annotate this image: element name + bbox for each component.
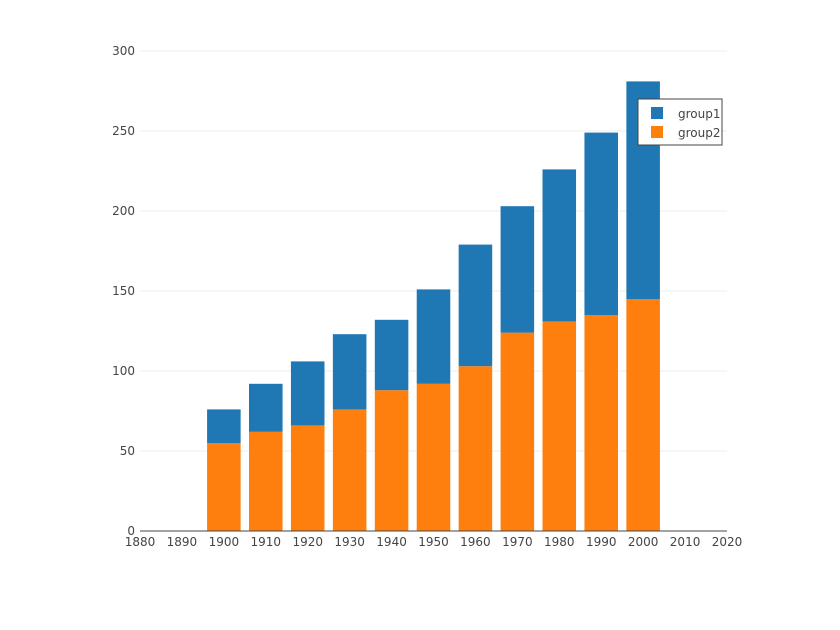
x-axis-ticks: 1880 1890 1900 1910 1920 1930 1940 1950 1960 1970… (125, 535, 743, 549)
y-tick-label: 300 (112, 44, 135, 58)
bar-group1-1930[interactable] (332, 334, 367, 410)
bar-group2-1920[interactable] (290, 425, 325, 531)
y-tick-label: 50 (120, 444, 135, 458)
x-tick-label: 1960 (460, 535, 491, 549)
legend-label-group1[interactable]: group1 (678, 107, 721, 121)
bar-group2-1940[interactable] (374, 390, 409, 531)
x-tick-label: 1930 (334, 535, 365, 549)
bar-group2-1950[interactable] (416, 383, 451, 531)
bar-group2-1960[interactable] (458, 366, 493, 531)
y-tick-label: 100 (112, 364, 135, 378)
x-tick-label: 2010 (670, 535, 701, 549)
x-tick-label: 2020 (712, 535, 743, 549)
bars (207, 81, 660, 531)
legend[interactable]: group1 group2 (637, 98, 723, 146)
y-tick-label: 0 (127, 524, 135, 538)
x-tick-label: 1900 (209, 535, 240, 549)
x-tick-label: 1880 (125, 535, 156, 549)
bar-group1-1910[interactable] (249, 383, 283, 432)
x-tick-label: 1940 (376, 535, 407, 549)
bar-group2-1930[interactable] (332, 409, 367, 531)
x-tick-label: 1990 (586, 535, 617, 549)
bar-group1-1960[interactable] (458, 244, 493, 367)
x-tick-label: 1890 (167, 535, 198, 549)
y-tick-label: 200 (112, 204, 135, 218)
x-tick-label: 1910 (251, 535, 282, 549)
bar-group1-1920[interactable] (290, 361, 325, 426)
x-tick-label: 1970 (502, 535, 533, 549)
bar-group2-1900[interactable] (207, 443, 241, 531)
legend-label-group2[interactable]: group2 (678, 126, 721, 140)
bar-group1-1980[interactable] (542, 169, 577, 322)
y-axis-ticks: 0 50 100 150 200 250 300 (112, 44, 135, 538)
bar-group2-2000[interactable] (626, 299, 660, 531)
bar-group1-1950[interactable] (416, 289, 451, 384)
bar-group1-1940[interactable] (374, 319, 409, 391)
y-tick-label: 150 (112, 284, 135, 298)
bar-group1-1970[interactable] (500, 206, 535, 333)
bar-group2-1910[interactable] (249, 431, 283, 531)
bar-group1-1990[interactable] (584, 132, 618, 315)
bar-group2-1970[interactable] (500, 332, 535, 531)
x-tick-label: 2000 (628, 535, 659, 549)
legend-swatch-group2 (651, 126, 663, 138)
x-tick-label: 1950 (418, 535, 449, 549)
x-tick-label: 1920 (292, 535, 323, 549)
legend-swatch-group1 (651, 107, 663, 119)
x-tick-label: 1980 (544, 535, 575, 549)
y-tick-label: 250 (112, 124, 135, 138)
bar-group2-1990[interactable] (584, 315, 618, 531)
bar-group2-1980[interactable] (542, 321, 577, 531)
bar-group1-1900[interactable] (207, 409, 241, 443)
